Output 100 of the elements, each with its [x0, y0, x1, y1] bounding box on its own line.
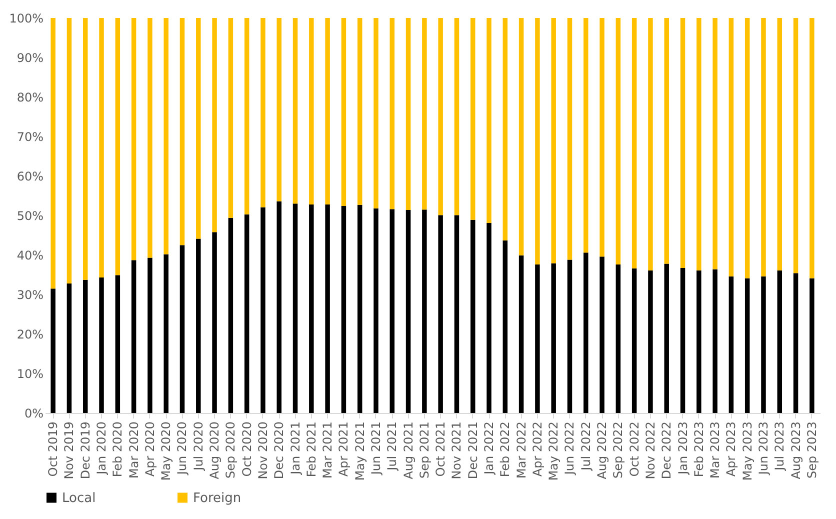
bar [761, 18, 766, 276]
bar [648, 18, 653, 270]
bar [325, 18, 330, 204]
bar [66, 283, 72, 413]
bar [50, 18, 56, 289]
bar [50, 288, 56, 413]
x-tick-label: Oct 2019 [46, 422, 60, 477]
x-tick-label: Oct 2021 [434, 422, 448, 477]
bar [164, 18, 168, 254]
bar [292, 18, 298, 204]
bar [438, 215, 443, 413]
bar [712, 18, 718, 270]
bar [616, 18, 621, 264]
bar [82, 280, 88, 413]
x-tick-label: Apr 2020 [142, 422, 157, 477]
x-tick-label: Aug 2021 [401, 422, 416, 480]
bar [99, 18, 104, 278]
bar [244, 18, 250, 214]
bar [632, 18, 637, 268]
y-tick-label: 70% [16, 130, 44, 144]
bar [567, 18, 572, 260]
bar [390, 18, 395, 210]
bar [761, 276, 766, 413]
bar [680, 268, 686, 413]
bar [390, 209, 395, 413]
x-tick-label: Sep 2023 [804, 422, 819, 478]
y-tick-label: 40% [16, 248, 44, 262]
bar [406, 18, 411, 210]
x-tick-label: May 2022 [546, 422, 561, 481]
x-tick-label: Nov 2021 [450, 422, 464, 480]
bar [374, 18, 378, 208]
bar [309, 18, 314, 204]
bar [212, 232, 217, 413]
y-tick-label: 80% [16, 90, 44, 104]
x-tick-label: Jan 2020 [94, 422, 109, 476]
bar [131, 18, 136, 260]
x-tick-label: Aug 2020 [208, 422, 222, 480]
bar [196, 238, 201, 413]
bar [664, 264, 669, 413]
x-tick-label: Nov 2020 [256, 422, 270, 480]
x-tick-label: Dec 2020 [272, 422, 286, 480]
bar [341, 18, 346, 206]
bar [584, 252, 588, 413]
bar [584, 18, 588, 253]
x-tick-label: Apr 2023 [724, 422, 738, 477]
bar [728, 18, 734, 276]
legend-label: Foreign [193, 490, 242, 506]
bar [600, 256, 604, 413]
bar [357, 204, 362, 413]
x-tick-label: Jun 2022 [562, 422, 577, 476]
x-tick-label: Mar 2023 [708, 422, 722, 478]
bar [99, 278, 104, 413]
bar [196, 18, 201, 239]
bar [180, 245, 185, 413]
bar [744, 278, 750, 413]
bar [616, 264, 621, 413]
x-tick-label: Sep 2021 [417, 422, 432, 478]
x-tick-label: Aug 2023 [788, 422, 803, 480]
x-tick-label: Jul 2022 [578, 422, 593, 472]
bar [212, 18, 217, 232]
bar [502, 240, 508, 413]
bar [309, 204, 314, 413]
bar [454, 18, 460, 216]
bar [518, 18, 524, 256]
bar [777, 18, 782, 270]
bar [115, 18, 120, 276]
bar [260, 207, 266, 413]
bar [180, 18, 185, 246]
x-tick-label: Apr 2022 [530, 422, 544, 477]
bar [325, 204, 330, 413]
y-tick-label: 100% [9, 12, 44, 26]
bar [164, 254, 168, 413]
x-tick-label: Jan 2022 [482, 422, 496, 476]
x-tick-label: Jun 2023 [756, 422, 770, 476]
x-tick-label: Feb 2022 [498, 422, 512, 478]
bar [470, 18, 476, 220]
bar [66, 18, 72, 284]
bar [567, 260, 572, 413]
bar [422, 210, 427, 413]
bar [712, 269, 718, 413]
bar [777, 270, 782, 413]
bar [728, 276, 734, 413]
bar [486, 18, 492, 224]
x-tick-label: Dec 2022 [660, 422, 674, 480]
bar [551, 263, 556, 413]
x-tick-label: Feb 2021 [304, 422, 318, 478]
bar [518, 255, 524, 413]
x-tick-label: Jun 2021 [368, 422, 383, 476]
bar [115, 275, 120, 413]
bar [228, 218, 234, 413]
bar [422, 18, 427, 210]
bar [664, 18, 669, 264]
legend-label: Local [62, 490, 96, 506]
bar [228, 18, 234, 218]
x-tick-label: Sep 2020 [224, 422, 238, 478]
x-tick-label: May 2020 [159, 422, 174, 481]
x-tick-label: May 2023 [740, 422, 754, 481]
bar [535, 264, 540, 413]
bar [648, 270, 653, 413]
bar [292, 204, 298, 413]
